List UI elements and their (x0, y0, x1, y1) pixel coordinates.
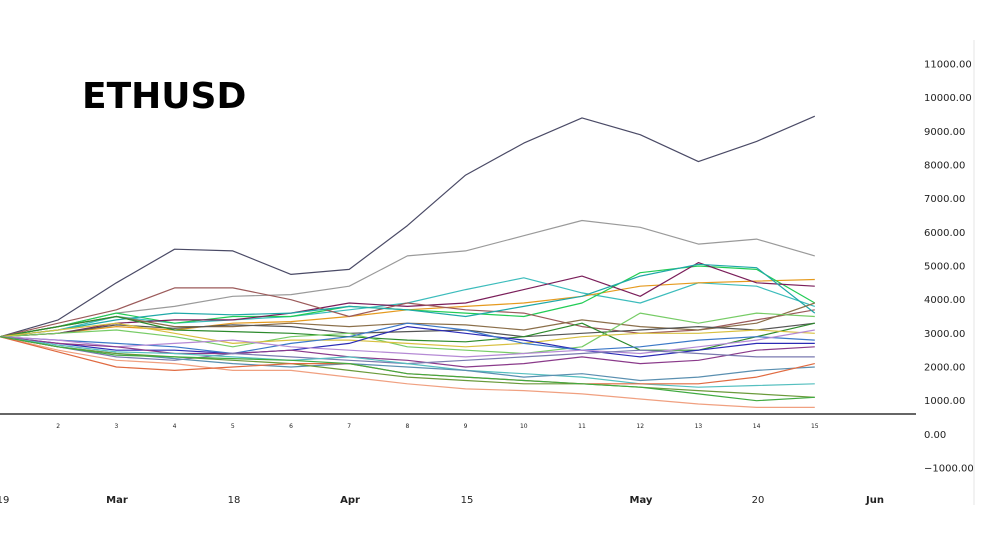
series-line-2 (0, 219, 815, 338)
y-tick-label: 9000.00 (924, 127, 965, 138)
series-line-6 (0, 262, 815, 338)
y-tick-label: 0.00 (924, 430, 946, 441)
y-tick-label: 5000.00 (924, 262, 965, 273)
series-line-13 (0, 322, 815, 348)
series-line-19 (0, 336, 815, 388)
x-step-label: 13 (695, 423, 703, 430)
series-line-17 (0, 336, 815, 368)
y-tick-label: −1000.00 (924, 464, 974, 475)
x-step-label: 6 (289, 423, 293, 430)
y-tick-label: 3000.00 (924, 329, 965, 340)
series-line-21 (0, 336, 815, 398)
y-axis: 11000.00 10000.00 9000.00 8000.00 7000.00 600… (924, 60, 974, 475)
series-line-8 (0, 263, 816, 338)
x-step-label: 5 (231, 423, 235, 430)
x-step-label: 14 (753, 423, 761, 430)
y-tick-label: 10000.00 (924, 93, 972, 104)
series-line-24 (0, 336, 815, 402)
x-step-label: 12 (636, 423, 644, 430)
x-step-label: 7 (347, 423, 351, 430)
x-step-label: 9 (464, 423, 468, 430)
x-date-label: Jun (865, 495, 884, 506)
x-step-label: 3 (114, 423, 118, 430)
x-date-label: 15 (461, 495, 474, 506)
x-step-label: 11 (578, 423, 586, 430)
x-date-label: 18 (228, 495, 241, 506)
x-step-label: 15 (811, 423, 819, 430)
x-step-label: 8 (405, 423, 409, 430)
y-tick-label: 11000.00 (924, 60, 972, 71)
x-date-label: May (630, 495, 653, 506)
x-date-label: 20 (752, 495, 765, 506)
x-date-label: Mar (106, 495, 128, 506)
series-line-22 (0, 336, 815, 408)
x-step-label: 10 (520, 423, 528, 430)
series-line-7 (0, 287, 815, 338)
x-step-label: 4 (173, 423, 177, 430)
chart-title: ETHUSD (82, 76, 246, 117)
x-axis-date-labels: 19 Mar 18 Apr 15 May 20 Jun (0, 495, 884, 506)
y-tick-label: 8000.00 (924, 161, 965, 172)
x-date-label: 19 (0, 495, 9, 506)
y-tick-label: 4000.00 (924, 295, 965, 306)
y-tick-label: 1000.00 (924, 396, 965, 407)
x-axis-step-labels: 2 3 4 5 6 7 8 9 10 11 12 13 14 15 (56, 423, 819, 430)
series-line-1 (0, 115, 816, 338)
series-line-11 (0, 315, 815, 351)
x-date-label: Apr (340, 495, 360, 506)
x-step-label: 2 (56, 423, 60, 430)
y-tick-label: 6000.00 (924, 228, 965, 239)
y-tick-label: 7000.00 (924, 194, 965, 205)
series-line-16 (0, 329, 815, 358)
series-line-15 (0, 322, 815, 355)
y-tick-label: 2000.00 (924, 363, 965, 374)
series-line-12 (0, 312, 815, 355)
series-layer (0, 115, 816, 408)
